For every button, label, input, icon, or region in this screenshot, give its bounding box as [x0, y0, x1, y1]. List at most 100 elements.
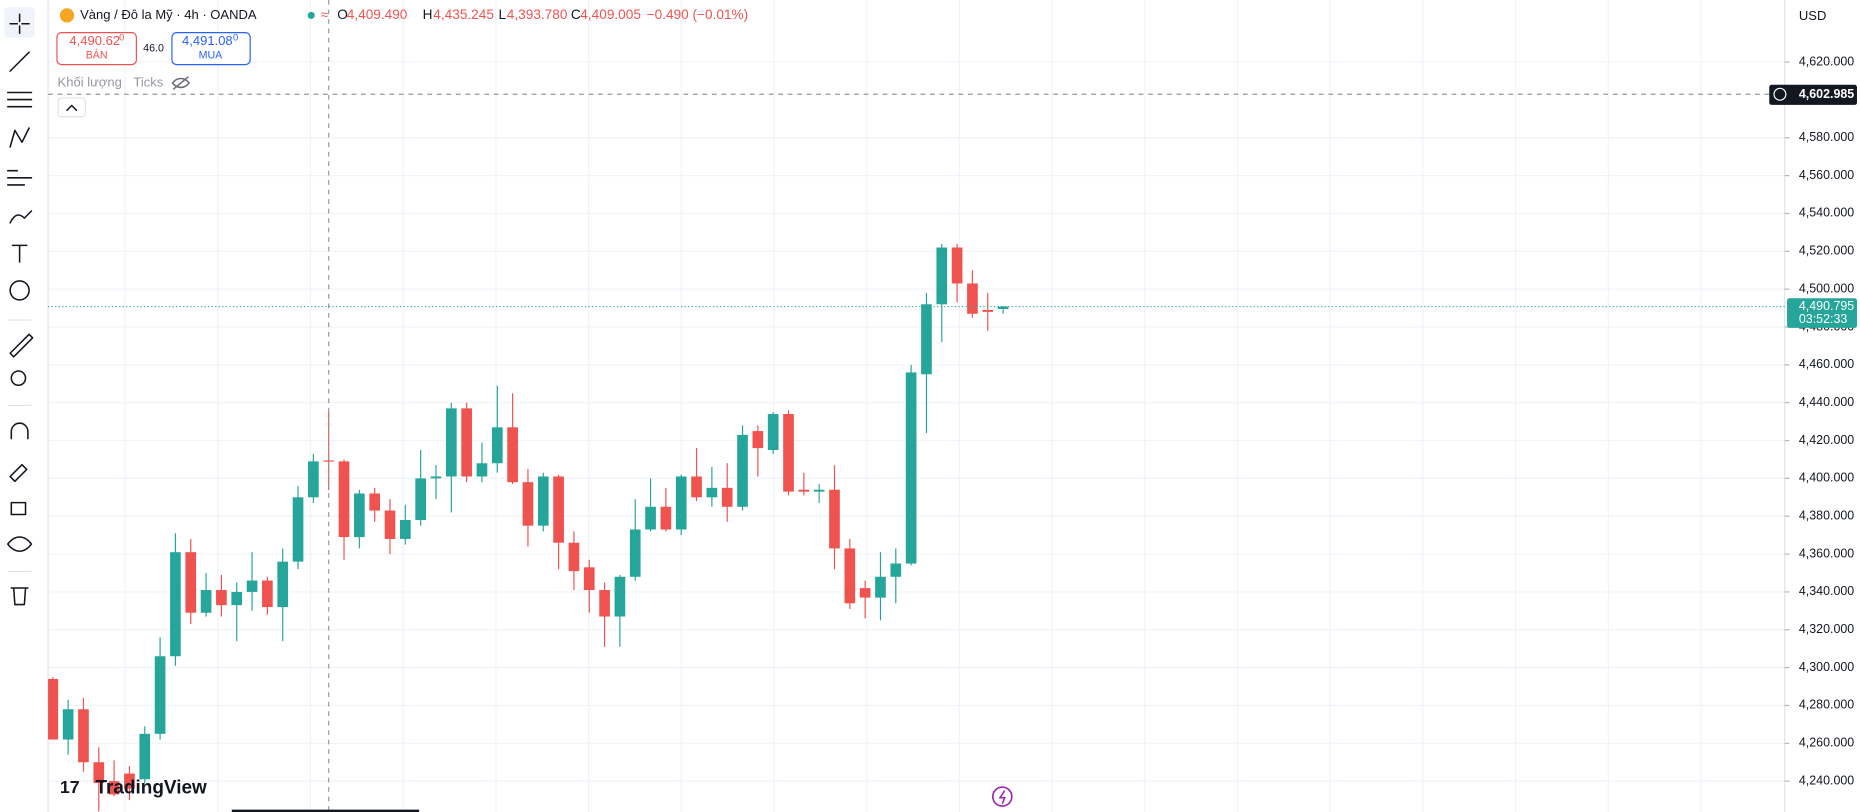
candle-body [691, 476, 702, 498]
currency: USD [1799, 8, 1826, 23]
candle-body [798, 489, 810, 492]
candle-body [706, 487, 718, 498]
candle-body [982, 309, 994, 312]
ruler-tool[interactable] [9, 333, 34, 358]
candle-body [369, 493, 381, 511]
y-tick-label: 4,260.000 [1799, 736, 1854, 750]
candle-body [890, 563, 902, 577]
y-tick-label: 4,520.000 [1799, 244, 1854, 258]
status-icon: ≈ [321, 7, 328, 22]
forecast-tool[interactable] [6, 169, 33, 186]
low-value: 4,393.780 [507, 7, 568, 22]
candle-body [675, 476, 687, 530]
trendline-tool[interactable] [9, 51, 30, 72]
indicator-name: Khối lượng [58, 74, 122, 89]
toolbar [4, 0, 49, 812]
plot [48, 0, 1785, 812]
crosshair-icon [9, 13, 30, 34]
hide-indicator[interactable] [171, 76, 190, 90]
open-value: 4,409.490 [347, 7, 408, 22]
candle-body [93, 762, 105, 784]
y-tick-label: 4,540.000 [1799, 206, 1854, 220]
candle-body [936, 247, 948, 305]
candle-body [967, 283, 978, 314]
text-tool[interactable] [11, 244, 28, 263]
candle-body [568, 542, 580, 572]
pattern-tool[interactable] [9, 127, 30, 148]
candle-body [507, 427, 518, 483]
candle-body [875, 576, 886, 598]
indicator-source: Ticks [133, 74, 163, 89]
candle-body [859, 588, 871, 598]
y-tick-label: 4,460.000 [1799, 357, 1854, 371]
buy-price: 4,491.08 [182, 33, 233, 48]
y-tick-label: 4,420.000 [1799, 433, 1854, 447]
candle-body [660, 506, 672, 530]
candle-body [721, 487, 733, 507]
y-tick-label: 4,360.000 [1799, 546, 1854, 560]
market-status [307, 11, 315, 19]
crosshair-tool[interactable] [4, 7, 36, 38]
y-tick-label: 4,380.000 [1799, 509, 1854, 523]
crosshair-label-bg [1769, 84, 1857, 105]
candle-body [783, 414, 794, 492]
last-price-label: 4,490.795 [1799, 299, 1854, 313]
lock-draw-tool[interactable] [9, 463, 28, 483]
lock-tool[interactable] [10, 501, 27, 516]
collapse-button[interactable] [57, 97, 86, 118]
y-tick-label: 4,320.000 [1799, 622, 1854, 636]
candle-body [905, 372, 917, 564]
candle-body [399, 520, 411, 539]
symbol-icon [59, 8, 75, 23]
emoji-tool[interactable] [9, 280, 30, 301]
y-tick-label: 4,340.000 [1799, 584, 1854, 598]
candle-body [124, 773, 135, 789]
candle-body [476, 463, 488, 477]
y-tick-label: 4,400.000 [1799, 471, 1854, 485]
toolbar-separators [7, 319, 32, 572]
buy-button[interactable] [171, 32, 251, 66]
candle-body [216, 590, 227, 606]
sell-price: 4,490.62 [69, 33, 120, 48]
candle-body [829, 489, 840, 549]
fib-tool[interactable] [6, 91, 33, 108]
candle-body [951, 247, 963, 284]
candle-body [553, 476, 564, 543]
candle-body [384, 510, 396, 539]
candle-body [522, 482, 534, 526]
footer: 17 TradingView [60, 777, 1013, 812]
candle-body [200, 590, 212, 613]
candle-body [614, 576, 626, 617]
sell-label: BÁN [86, 49, 108, 62]
sell-button[interactable] [56, 32, 137, 66]
candle-body [629, 529, 641, 577]
candle-body [537, 476, 549, 526]
magnet-tool[interactable] [10, 422, 29, 440]
candle-body [292, 497, 304, 562]
trash-tool[interactable] [10, 587, 29, 606]
symbol: Vàng / Đô la Mỹ · 4h · OANDA [80, 7, 257, 22]
y-tick-label: 4,300.000 [1799, 660, 1854, 674]
hide-tool[interactable] [6, 536, 33, 552]
candle-body [813, 489, 825, 492]
candle-body [277, 561, 289, 608]
candle-body [262, 580, 273, 608]
spread: 46.0 [143, 42, 164, 54]
brush-tool[interactable] [9, 210, 33, 224]
zoom-tool[interactable] [10, 370, 27, 387]
y-tick-label: 4,560.000 [1799, 168, 1854, 182]
buy-sup: 0 [233, 32, 238, 43]
y-tick-label: 4,280.000 [1799, 698, 1854, 712]
candle-body [415, 478, 426, 521]
candle-body [323, 460, 335, 462]
candle-body [48, 678, 59, 740]
low-label: L [499, 7, 507, 22]
candle-body [737, 434, 748, 507]
logo-mark: 17 [60, 777, 80, 797]
y-tick-label: 4,500.000 [1799, 281, 1854, 295]
y-tick-label: 4,620.000 [1799, 54, 1854, 68]
replay-button[interactable] [991, 786, 1013, 807]
candle-body [246, 580, 258, 592]
candle-body [62, 709, 74, 740]
y-tick-label: 4,440.000 [1799, 395, 1854, 409]
